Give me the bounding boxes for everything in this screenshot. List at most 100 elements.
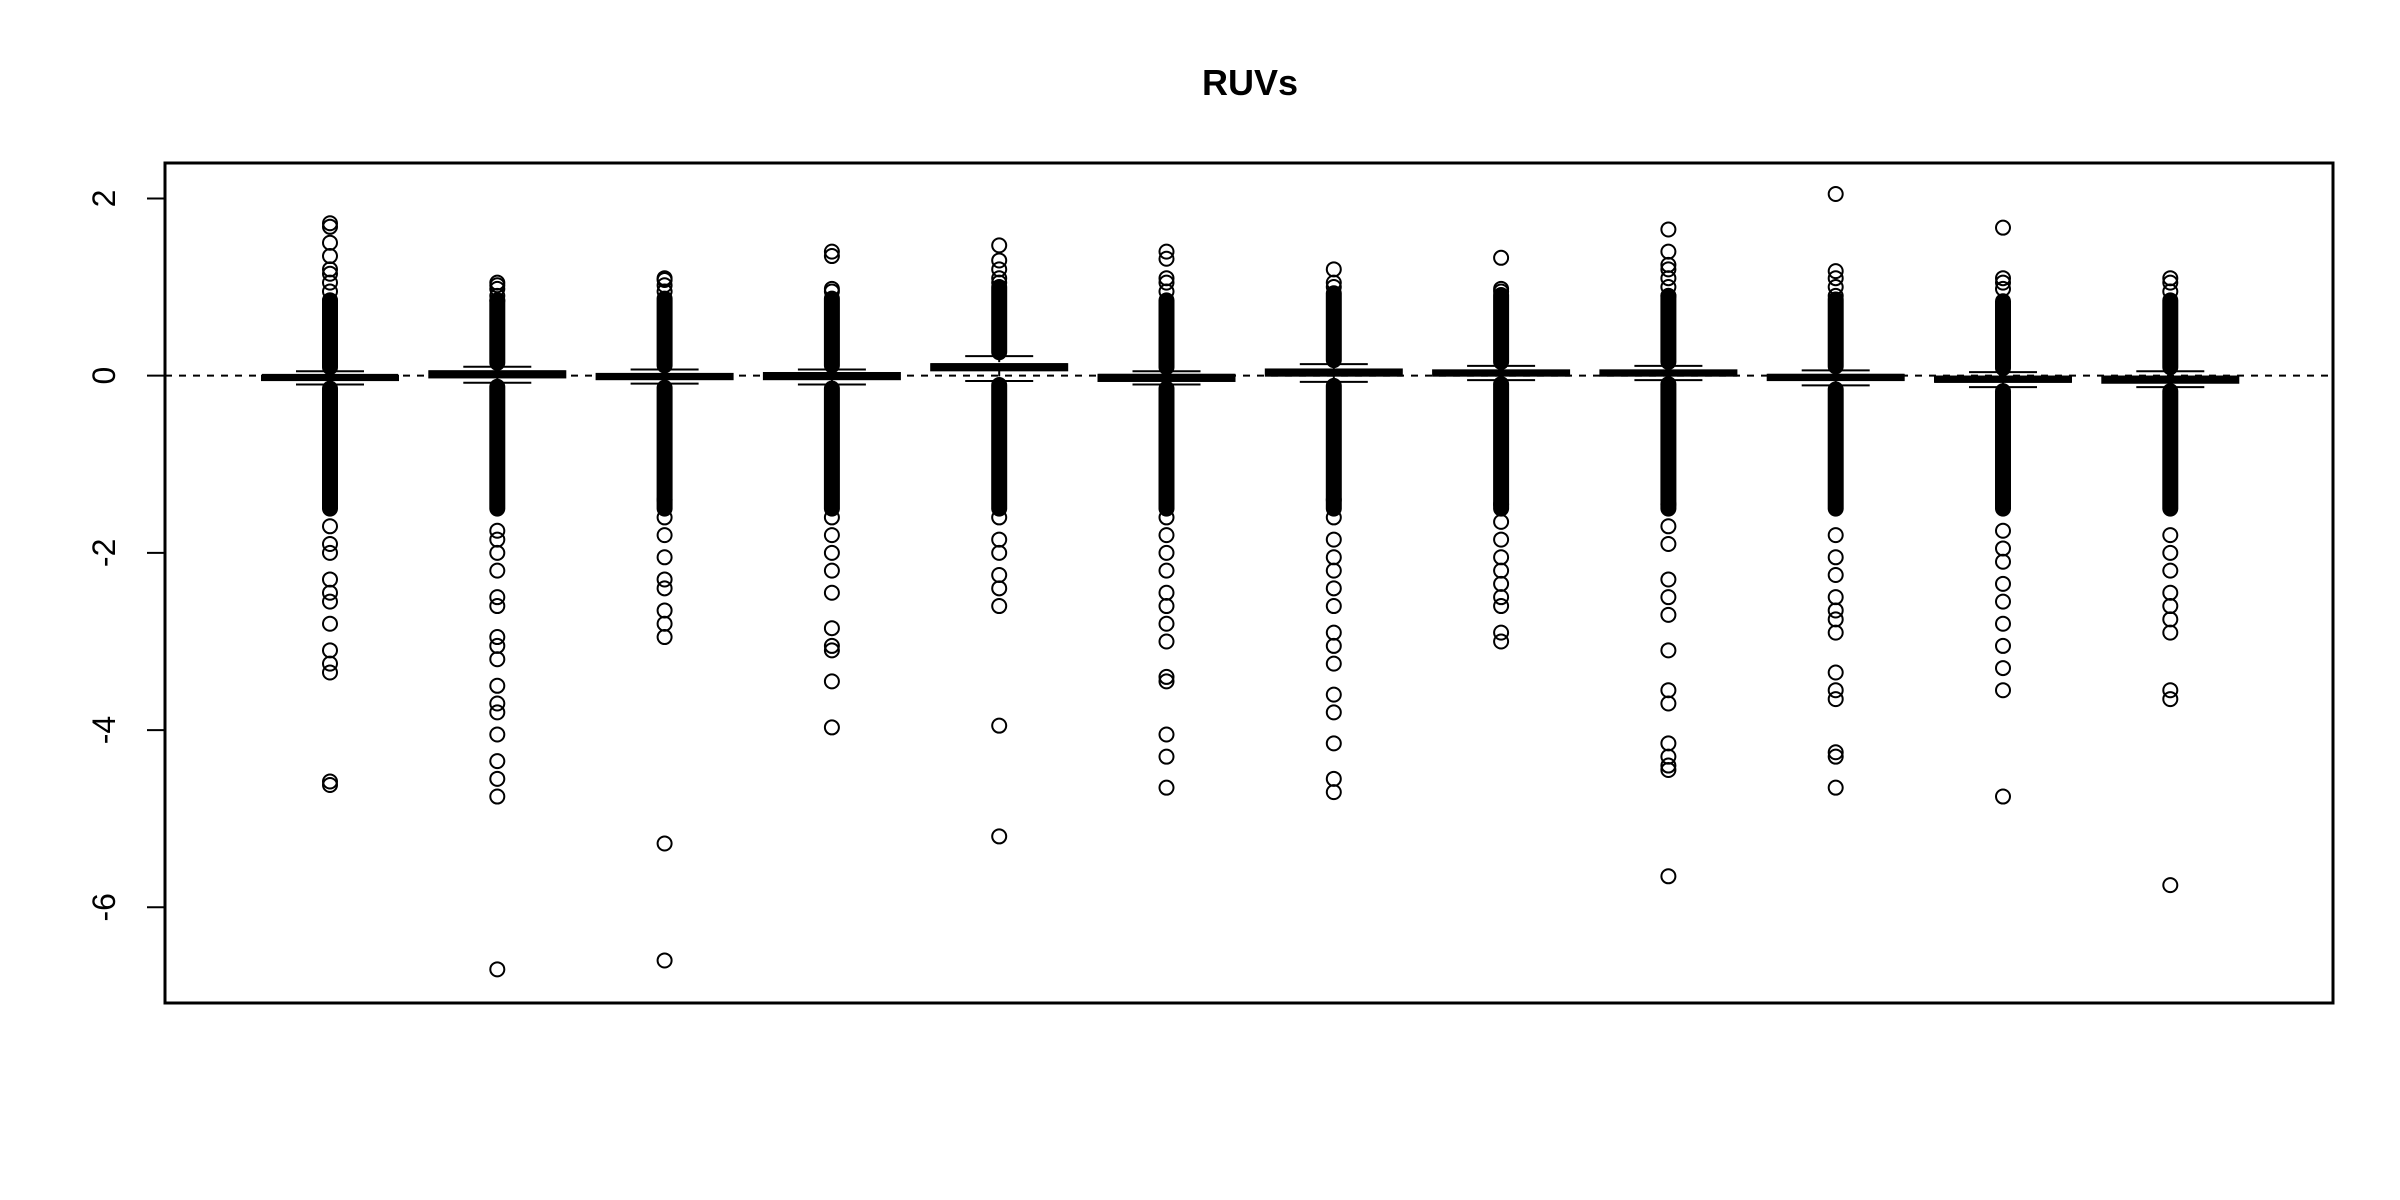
outlier-point	[1995, 280, 2011, 297]
outlier-point	[991, 580, 1008, 597]
outlier-point	[489, 770, 506, 787]
outlier-point	[322, 292, 338, 309]
plot-frame	[163, 161, 2335, 1005]
outlier-point	[1827, 691, 1844, 708]
outlier-point	[1325, 261, 1342, 278]
outlier-point	[1995, 553, 2011, 570]
outlier-point	[656, 283, 673, 300]
outlier-point	[1995, 615, 2011, 632]
outlier-point	[1493, 283, 1510, 300]
outlier-point	[1158, 615, 1175, 632]
outlier-point	[322, 544, 338, 561]
box-group-6	[1097, 243, 1236, 796]
box-group-5	[930, 237, 1069, 845]
outlier-point	[823, 637, 840, 654]
outlier-point	[823, 562, 840, 579]
outlier-point	[991, 544, 1008, 561]
outlier-point	[656, 602, 673, 619]
outlier-point	[1827, 549, 1844, 566]
outlier-point	[489, 637, 506, 654]
outlier-point	[2162, 283, 2179, 300]
outlier-point	[656, 629, 673, 646]
outlier-point	[2162, 274, 2179, 291]
outlier-point	[1325, 531, 1342, 548]
outlier-point	[322, 536, 338, 553]
outlier-point	[1660, 642, 1677, 659]
outlier-point	[1827, 748, 1844, 765]
outlier-point	[1493, 633, 1510, 650]
outlier-point	[991, 828, 1008, 845]
outlier-point	[1325, 549, 1342, 566]
y-tick-label: -4	[86, 716, 122, 744]
outlier-point	[1158, 243, 1175, 260]
outlier-point	[322, 518, 338, 535]
outlier-point	[2162, 598, 2179, 615]
outlier-point	[1158, 726, 1175, 743]
outlier-point	[1660, 221, 1677, 238]
outlier-point	[322, 234, 338, 251]
outlier-point	[1158, 527, 1175, 544]
outlier-point	[2162, 691, 2179, 708]
outlier-point	[1995, 522, 2011, 539]
outlier-point	[1827, 279, 1844, 296]
outlier-point	[1158, 779, 1175, 796]
outlier-point	[1493, 575, 1510, 592]
outlier-point	[1325, 770, 1342, 787]
outlier-point	[1660, 571, 1677, 588]
outlier-point	[1827, 779, 1844, 796]
outlier-point	[1827, 186, 1844, 203]
outlier-point	[656, 835, 673, 852]
box-group-2	[428, 274, 567, 978]
outlier-point	[1325, 704, 1342, 721]
chart-title: RUVs	[1202, 62, 1298, 103]
outlier-point	[2162, 682, 2179, 699]
y-tick-label: -2	[86, 539, 122, 567]
outlier-point	[1493, 589, 1510, 606]
outlier-point	[322, 571, 338, 588]
outlier-point	[489, 562, 506, 579]
outlier-point	[991, 237, 1008, 254]
outlier-point	[489, 651, 506, 668]
outlier-point	[823, 544, 840, 561]
outlier-point	[1325, 637, 1342, 654]
outlier-point	[823, 642, 840, 659]
outlier-point	[1660, 761, 1677, 778]
box-group-7	[1264, 261, 1403, 801]
outlier-point	[656, 277, 673, 294]
box-group-10	[1766, 186, 1905, 796]
outlier-point	[489, 522, 506, 539]
outlier-point	[1660, 868, 1677, 885]
outlier-point	[1660, 695, 1677, 712]
outlier-point	[322, 218, 338, 235]
box-group-9	[1599, 221, 1738, 885]
outlier-point	[1158, 673, 1175, 690]
outlier-point	[2162, 562, 2179, 579]
outlier-point	[322, 642, 338, 659]
outlier-point	[1827, 263, 1844, 280]
outlier-point	[1660, 757, 1677, 774]
outlier-point	[1660, 682, 1677, 699]
outlier-point	[489, 677, 506, 694]
outlier-point	[1827, 602, 1844, 619]
outlier-point	[489, 292, 506, 309]
outlier-point	[489, 753, 506, 770]
plot-area	[165, 186, 2333, 978]
outlier-point	[1325, 509, 1342, 526]
outlier-point	[1660, 279, 1677, 296]
outlier-point	[322, 584, 338, 601]
outlier-point	[1660, 270, 1677, 287]
outlier-point	[1158, 562, 1175, 579]
outlier-point	[322, 655, 338, 672]
outlier-point	[1827, 270, 1844, 287]
outlier-point	[489, 531, 506, 548]
outlier-point	[489, 704, 506, 721]
box-group-3	[595, 270, 734, 969]
outlier-point	[322, 664, 338, 681]
outlier-point	[656, 580, 673, 597]
outlier-point	[1827, 664, 1844, 681]
outlier-point	[991, 509, 1008, 526]
outlier-point	[1158, 274, 1175, 291]
outlier-point	[1827, 624, 1844, 641]
outlier-point	[1158, 668, 1175, 685]
